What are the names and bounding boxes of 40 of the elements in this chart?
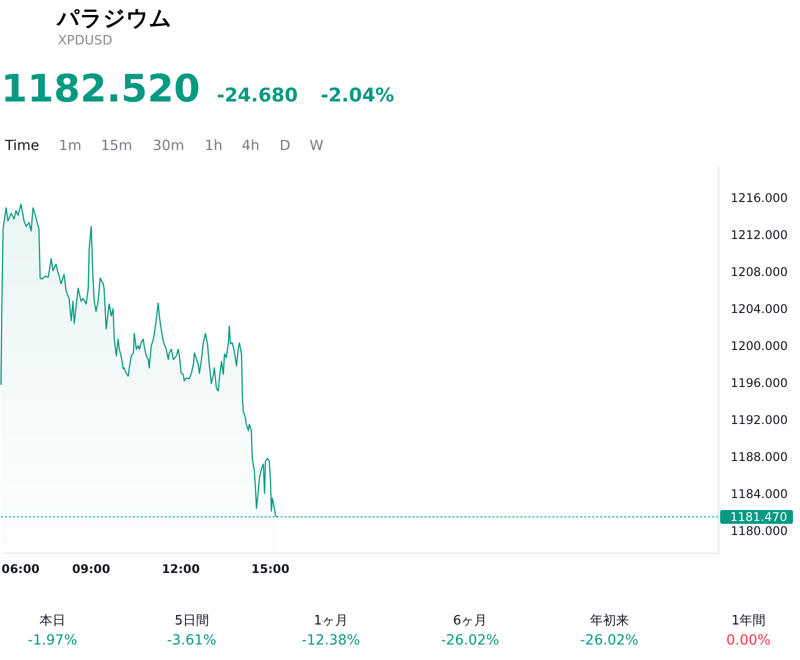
- data-label: -26.02%: [440, 632, 500, 649]
- data-label: -1.97%: [28, 632, 78, 649]
- data-label: -26.02%: [580, 632, 638, 649]
- y-tick-label: 1196.000: [730, 376, 788, 390]
- y-tick-label: 1184.000: [730, 487, 788, 502]
- x-tick-label: 06:00: [2, 562, 40, 576]
- data-label: 0.00%: [726, 632, 771, 649]
- y-tick-label: 1188.000: [730, 450, 788, 464]
- category-label: 1年間: [731, 614, 766, 629]
- text: -2.04%: [320, 84, 394, 106]
- y-tick-label: 1204.000: [730, 302, 788, 316]
- text: W: [310, 138, 324, 154]
- category-label: 年初来: [590, 614, 629, 629]
- y-tick-label: 1208.000: [730, 265, 788, 280]
- text: 1182.520: [1, 66, 200, 110]
- chart-subtitle: XPDUSD: [58, 33, 112, 48]
- chart-title: パラジウム: [56, 6, 172, 32]
- x-tick-label: 12:00: [162, 562, 200, 576]
- text: D: [280, 138, 290, 154]
- category-label: 6ヶ月: [452, 614, 488, 629]
- text: 1m: [58, 138, 82, 154]
- x-tick-label: 09:00: [72, 562, 110, 576]
- category-label: 5日間: [174, 614, 209, 629]
- ref-line-label: 1181.470: [730, 510, 788, 524]
- y-tick-label: 1200.000: [730, 339, 788, 354]
- text: 1h: [204, 138, 222, 154]
- text: 15m: [100, 138, 132, 154]
- data-label: -3.61%: [166, 632, 216, 649]
- y-tick-label: 1192.000: [730, 413, 788, 428]
- text: -24.680: [216, 84, 298, 106]
- text: Time: [4, 138, 40, 154]
- category-label: 1ヶ月: [314, 614, 348, 629]
- data-label: -12.38%: [302, 632, 360, 649]
- x-tick-label: 15:00: [251, 562, 290, 576]
- category-label: 本日: [40, 614, 66, 629]
- y-tick-label: 1180.000: [730, 524, 788, 538]
- y-tick-label: 1212.000: [730, 228, 788, 242]
- y-tick-label: 1216.000: [730, 191, 788, 206]
- text: 4h: [242, 138, 260, 154]
- text: 30m: [152, 138, 184, 154]
